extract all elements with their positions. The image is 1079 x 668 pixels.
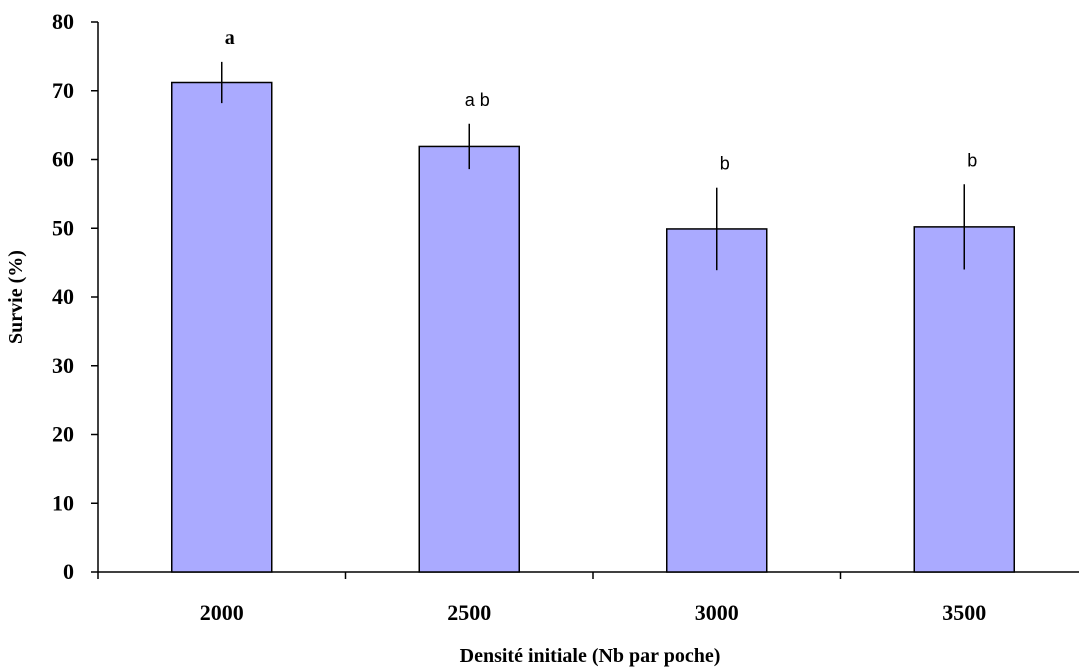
- y-axis: 0 10 20 30 40 50 60 70 80: [52, 9, 99, 584]
- y-tick-label: 80: [52, 9, 74, 34]
- significance-label: b: [967, 150, 977, 170]
- bars: [171, 81, 1015, 573]
- error-bars: [221, 61, 965, 271]
- significance-labels: a a b b b: [225, 27, 978, 174]
- y-tick-label: 70: [52, 78, 74, 103]
- bar-3500: [913, 226, 1015, 573]
- y-axis-title: Survie (%): [5, 250, 27, 344]
- x-tick-label: 3500: [942, 600, 986, 625]
- y-tick-label: 0: [63, 559, 74, 584]
- y-tick-label: 40: [52, 284, 74, 309]
- bar-2000: [171, 81, 273, 573]
- significance-label: a: [225, 27, 235, 49]
- x-tick-label: 2000: [200, 600, 244, 625]
- significance-label: b: [720, 154, 730, 174]
- y-tick-label: 10: [52, 490, 74, 515]
- bar-3000: [666, 228, 768, 573]
- x-tick-label: 2500: [447, 600, 491, 625]
- x-tick-label: 3000: [695, 600, 739, 625]
- y-tick-label: 30: [52, 353, 74, 378]
- y-tick-label: 20: [52, 422, 74, 447]
- x-axis-title: Densité initiale (Nb par poche): [460, 645, 721, 667]
- significance-label: a b: [465, 90, 490, 110]
- y-tick-label: 60: [52, 147, 74, 172]
- x-axis: 2000 2500 3000 3500: [97, 571, 1079, 625]
- y-tick-label: 50: [52, 215, 74, 240]
- bar-2500: [418, 145, 520, 573]
